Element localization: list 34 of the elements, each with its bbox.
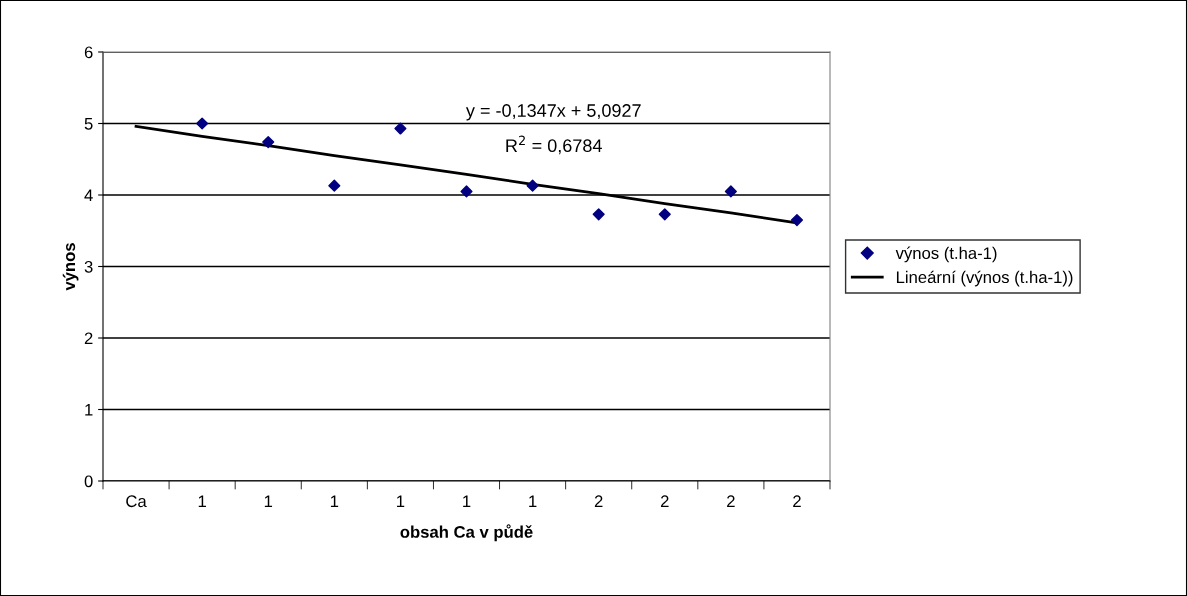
point	[394, 122, 407, 135]
y-tick-label: 2	[84, 332, 93, 345]
x-tick-label: 1	[529, 495, 537, 507]
point	[724, 185, 737, 198]
y-tick-label: 0	[84, 475, 93, 488]
point	[658, 208, 671, 221]
point	[328, 179, 341, 192]
y-tick-label: 1	[85, 404, 93, 416]
y-tick-label: 6	[84, 46, 93, 59]
x-tick-label: 2	[594, 495, 603, 507]
x-axis-title: obsah Ca v půdě	[400, 524, 533, 542]
point	[460, 185, 473, 198]
point	[262, 136, 275, 149]
x-tick-label: 1	[463, 495, 471, 507]
annotation: R$^{2}$ = 0,6784	[506, 135, 602, 155]
y-tick-label: 5	[84, 118, 93, 130]
x-tick-label: 1	[397, 495, 405, 507]
x-tick-label: 2	[660, 495, 669, 507]
y-tick-label: 4	[84, 189, 93, 202]
point	[196, 117, 209, 130]
x-tick-label: 2	[727, 495, 735, 507]
y-axis-title: výnos	[62, 243, 79, 291]
legend-label: Lineární (výnos (t.ha-1))	[896, 270, 1073, 287]
y-tick-label: 3	[84, 260, 93, 273]
x-tick-label: Ca	[126, 495, 147, 508]
point	[592, 208, 605, 221]
x-tick-label: 2	[793, 495, 801, 507]
point	[790, 213, 804, 227]
point	[526, 179, 539, 192]
legend-label: výnos (t.ha-1)	[895, 246, 997, 263]
annotation: y = -0,1347x + 5,0927	[465, 104, 641, 121]
x-tick-label: 1	[330, 495, 339, 507]
x-tick-label: 1	[198, 495, 206, 507]
x-tick-label: 1	[264, 495, 273, 507]
